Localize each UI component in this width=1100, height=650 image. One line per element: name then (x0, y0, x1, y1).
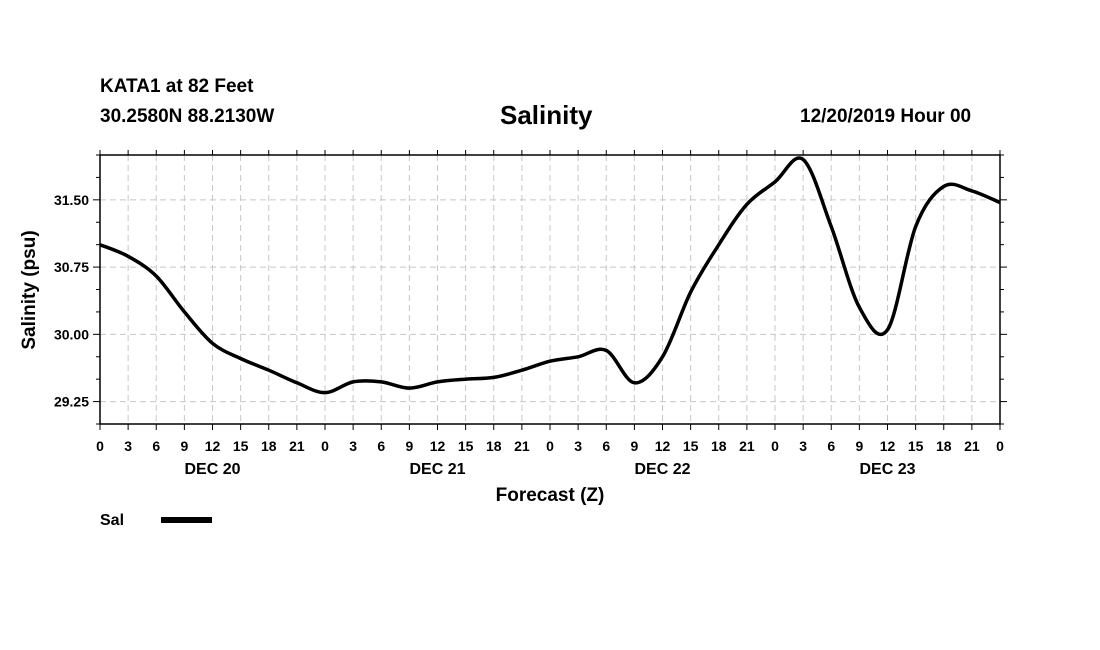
x-tick-label: 12 (205, 438, 221, 454)
x-tick-label: 9 (855, 438, 863, 454)
x-tick-label: 6 (377, 438, 385, 454)
x-tick-label: 15 (233, 438, 249, 454)
x-tick-label: 9 (630, 438, 638, 454)
day-label: DEC 21 (409, 461, 465, 478)
x-tick-label: 3 (349, 438, 357, 454)
x-tick-label: 9 (405, 438, 413, 454)
y-tick-label: 30.75 (54, 259, 89, 275)
x-tick-label: 6 (602, 438, 610, 454)
x-tick-label: 18 (486, 438, 502, 454)
y-axis: 29.25 30.00 30.75 31.50 (54, 154, 1007, 425)
x-tick-label: 18 (711, 438, 727, 454)
coordinates-label: 30.2580N 88.2130W (100, 106, 275, 127)
chart-title: Salinity (500, 100, 593, 130)
legend-label-sal: Sal (100, 512, 124, 529)
x-tick-label: 12 (880, 438, 896, 454)
forecast-datetime: 12/20/2019 Hour 00 (800, 106, 972, 127)
x-axis-label: Forecast (Z) (496, 485, 605, 506)
x-tick-label: 0 (321, 438, 329, 454)
x-tick-label: 3 (574, 438, 582, 454)
y-axis-label: Salinity (psu) (19, 230, 40, 349)
x-axis: 0 3 6 9 12 15 18 21 0 3 6 9 12 15 18 21 0 3 6 9 12 15 18 21 0 3 6 9… (96, 150, 1004, 478)
x-tick-label: 21 (514, 438, 530, 454)
x-tick-label: 0 (546, 438, 554, 454)
legend: Sal (100, 512, 212, 529)
x-tick-label: 21 (739, 438, 755, 454)
x-tick-label: 12 (430, 438, 446, 454)
day-label: DEC 22 (634, 461, 690, 478)
x-tick-label: 6 (827, 438, 835, 454)
x-tick-label: 21 (964, 438, 980, 454)
day-label: DEC 20 (184, 461, 240, 478)
series-line-sal (99, 156, 1001, 395)
series-layer (99, 156, 1001, 395)
x-tick-label: 21 (289, 438, 305, 454)
y-tick-label: 30.00 (54, 326, 89, 342)
x-tick-label: 0 (996, 438, 1004, 454)
x-tick-label: 12 (655, 438, 671, 454)
x-tick-label: 9 (180, 438, 188, 454)
x-tick-label: 3 (124, 438, 132, 454)
x-tick-label: 18 (261, 438, 277, 454)
x-tick-label: 6 (152, 438, 160, 454)
x-tick-label: 0 (96, 438, 104, 454)
day-label: DEC 23 (859, 461, 915, 478)
x-tick-label: 15 (683, 438, 699, 454)
x-tick-label: 15 (458, 438, 474, 454)
station-label: KATA1 at 82 Feet (100, 76, 254, 97)
x-tick-label: 3 (799, 438, 807, 454)
x-tick-label: 18 (936, 438, 952, 454)
y-tick-label: 31.50 (54, 192, 89, 208)
x-tick-label: 0 (771, 438, 779, 454)
x-tick-label: 15 (908, 438, 924, 454)
y-tick-label: 29.25 (54, 394, 89, 410)
grid-layer (100, 155, 1000, 424)
